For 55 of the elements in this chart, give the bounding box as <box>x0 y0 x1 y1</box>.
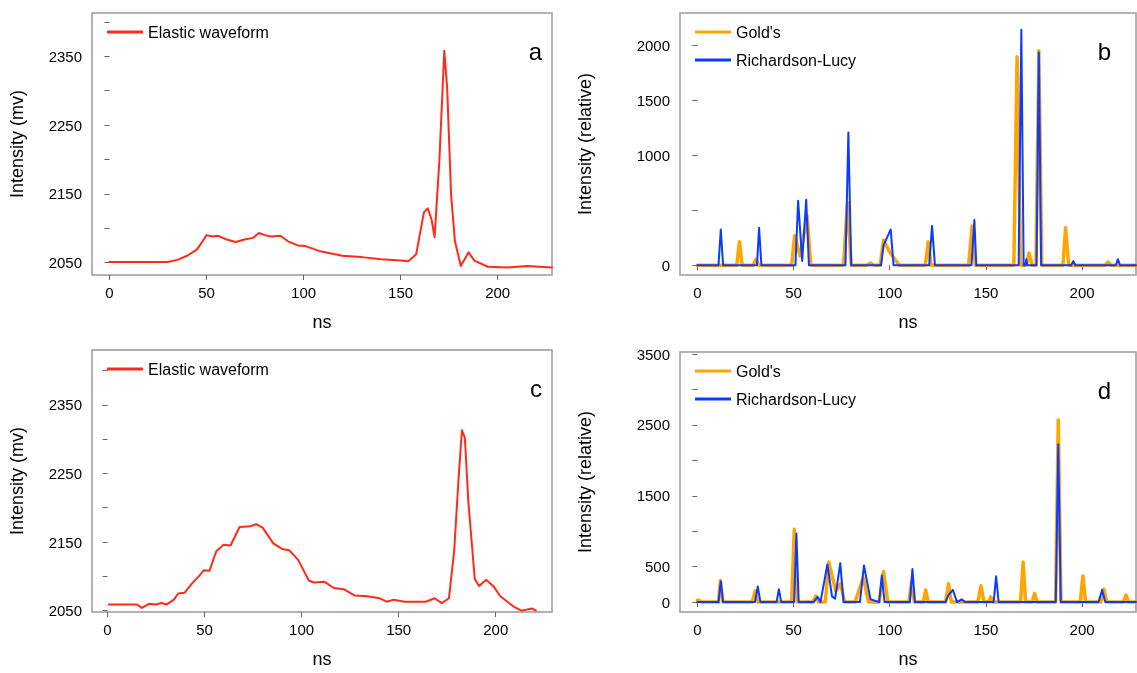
y-tick-label: 2150 <box>48 185 82 203</box>
annotation: b <box>1097 37 1112 65</box>
x-tick-label: 200 <box>485 284 511 301</box>
legend-label: Gold's <box>736 362 781 380</box>
y-tick-label: 1000 <box>636 146 670 164</box>
x-tick-label: 50 <box>785 284 802 301</box>
y-tick-label: 2250 <box>48 464 82 482</box>
annotation: c <box>530 374 542 402</box>
x-tick-label: 0 <box>105 284 114 301</box>
x-tick-label: 200 <box>483 621 509 638</box>
x-tick-label: 100 <box>291 284 317 301</box>
x-tick-label: 150 <box>388 284 414 301</box>
y-axis-title: Intensity (mv) <box>7 89 27 199</box>
x-tick-label: 200 <box>1069 621 1095 638</box>
x-tick-label: 100 <box>877 621 903 638</box>
y-axis-title: Intensity (relative) <box>575 410 595 554</box>
y-tick-label: 2500 <box>636 416 670 434</box>
y-tick-label: 2050 <box>48 602 82 620</box>
x-tick-label: 150 <box>973 621 999 638</box>
legend-label: Gold's <box>736 23 781 41</box>
annotation: d <box>1097 376 1112 404</box>
x-tick-label: 100 <box>289 621 315 638</box>
y-axis-title: Intensity (mv) <box>7 426 27 536</box>
legend-label: Richardson-Lucy <box>736 390 857 408</box>
y-tick-label: 500 <box>644 558 670 576</box>
x-tick-label: 0 <box>693 284 702 301</box>
y-tick-label: 2150 <box>48 533 82 551</box>
legend-label: Richardson-Lucy <box>736 51 857 69</box>
y-tick-label: 2350 <box>48 396 82 414</box>
x-axis-title: ns <box>312 312 332 332</box>
y-tick-label: 3500 <box>636 345 670 363</box>
y-tick-label: 2050 <box>48 254 82 272</box>
x-axis-title: ns <box>898 312 918 332</box>
legend-label: Elastic waveform <box>148 360 269 378</box>
x-tick-label: 0 <box>693 621 702 638</box>
y-tick-label: 2250 <box>48 116 82 134</box>
x-tick-label: 0 <box>103 621 112 638</box>
x-tick-label: 150 <box>973 284 999 301</box>
legend-label: Elastic waveform <box>148 23 269 41</box>
y-tick-label: 1500 <box>636 91 670 109</box>
x-tick-label: 50 <box>785 621 802 638</box>
annotation: a <box>528 37 543 65</box>
x-tick-label: 200 <box>1069 284 1095 301</box>
x-tick-label: 50 <box>198 284 215 301</box>
x-axis-title: ns <box>898 649 918 669</box>
x-axis-title: ns <box>312 649 332 669</box>
x-tick-label: 50 <box>196 621 213 638</box>
y-tick-label: 1500 <box>636 487 670 505</box>
y-axis-title: Intensity (relative) <box>575 72 595 216</box>
y-tick-label: 0 <box>661 593 670 611</box>
y-tick-label: 0 <box>661 256 670 274</box>
x-tick-label: 150 <box>386 621 412 638</box>
y-tick-label: 2000 <box>636 36 670 54</box>
x-tick-label: 100 <box>877 284 903 301</box>
y-tick-label: 2350 <box>48 47 82 65</box>
